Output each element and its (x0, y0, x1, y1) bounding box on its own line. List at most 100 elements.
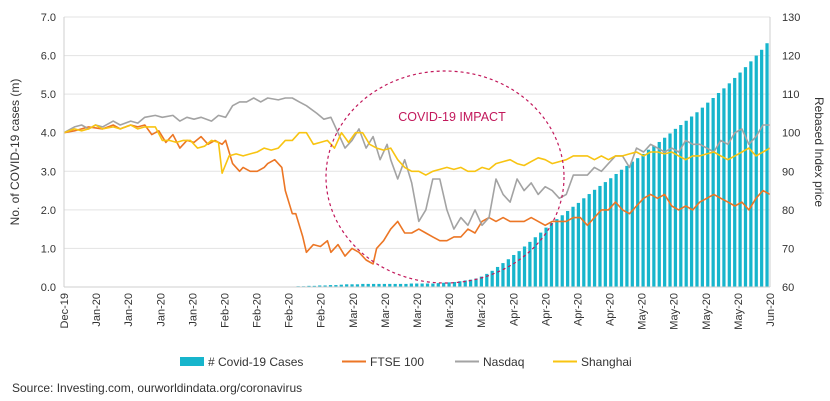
legend-label: Nasdaq (483, 355, 524, 369)
left-tick-label: 5.0 (41, 89, 56, 101)
covid-bar (366, 283, 370, 287)
covid-bar (765, 43, 769, 287)
covid-bar (377, 283, 381, 287)
covid-bar (409, 283, 413, 287)
covid-bar (576, 202, 581, 287)
right-tick-label: 130 (782, 12, 800, 24)
covid-bar (630, 161, 634, 287)
x-tick-label: Feb-20 (219, 293, 231, 328)
covid-bar (571, 206, 575, 287)
x-tick-label: Feb-20 (284, 293, 296, 328)
covid-bar (722, 88, 726, 287)
right-tick-label: 110 (782, 89, 800, 101)
covid-bar (560, 215, 564, 287)
x-tick-label: Jan-20 (91, 293, 103, 327)
left-tick-label: 0.0 (41, 282, 56, 294)
covid-bar (652, 145, 656, 287)
right-axis-title: Rebased Index price (812, 97, 826, 207)
covid-bar (522, 246, 527, 287)
covid-bar (549, 222, 554, 287)
covid-bar (609, 178, 613, 287)
covid-bar (345, 284, 349, 287)
legend-label: # Covid-19 Cases (208, 355, 303, 369)
covid-bar (657, 141, 661, 287)
left-tick-label: 1.0 (41, 243, 56, 255)
covid-bar (684, 120, 688, 287)
x-tick-label: Jan-20 (123, 293, 135, 327)
x-tick-label: Apr-20 (508, 293, 520, 326)
covid-bar (706, 102, 710, 287)
x-tick-label: Mar-20 (444, 293, 456, 328)
covid-bar (544, 227, 548, 287)
x-tick-label: May-20 (701, 293, 713, 330)
annotation-group: COVID-19 IMPACT (325, 70, 565, 284)
covid-bar (474, 278, 478, 287)
covid-bar (382, 283, 387, 287)
x-tick-label: May-20 (669, 293, 681, 330)
covid-bar (350, 284, 354, 287)
x-tick-label: Jun-20 (765, 293, 777, 327)
covid-bar (566, 211, 570, 287)
covid-bar (727, 83, 731, 287)
covid-bar (711, 98, 715, 287)
series-line-nasdaq (63, 97, 770, 230)
covid-bar (398, 283, 403, 287)
covid-bar (517, 251, 521, 287)
covid-bar (641, 153, 645, 287)
legend: # Covid-19 Cases FTSE 100 Nasdaq Shanghai (180, 355, 632, 369)
right-tick-label: 100 (782, 128, 800, 140)
covid-impact-label: COVID-19 IMPACT (398, 110, 506, 124)
x-tick-label: Dec-19 (59, 293, 71, 328)
covid-bar (663, 137, 667, 287)
covid-bar (339, 284, 343, 287)
covid-bar (355, 284, 360, 287)
covid-bar (668, 133, 672, 287)
covid-bar (614, 173, 618, 287)
covid-bar (318, 285, 322, 287)
x-tick-label: Mar-20 (412, 293, 424, 328)
left-tick-label: 6.0 (41, 51, 56, 63)
covid-bar (361, 283, 365, 287)
right-tick-label: 80 (782, 205, 794, 217)
covid-bar (619, 169, 624, 287)
index-lines (63, 97, 771, 265)
covid-bar (393, 283, 397, 287)
left-tick-label: 4.0 (41, 128, 56, 140)
covid-bar (733, 77, 737, 287)
covid-bar (307, 285, 311, 287)
right-tick-label: 60 (782, 282, 794, 294)
covid-bar (328, 285, 333, 287)
covid-bar (485, 273, 489, 287)
x-tick-label: May-20 (637, 293, 649, 330)
legend-label: FTSE 100 (370, 355, 424, 369)
covid-bar (716, 92, 721, 287)
covid-bars (64, 43, 769, 288)
covid-bar (598, 185, 602, 287)
covid-bar (528, 241, 532, 287)
covid-bar (323, 285, 327, 287)
covid-bar (646, 149, 651, 287)
covid-bar (512, 254, 516, 287)
x-tick-label: Jan-20 (155, 293, 167, 327)
left-tick-label: 3.0 (41, 166, 56, 178)
x-tick-label: Mar-20 (380, 293, 392, 328)
covid-bar (436, 283, 440, 287)
series-line-ftse-100 (63, 124, 771, 265)
covid-bar (490, 270, 494, 287)
covid-bar (415, 283, 419, 287)
covid-bar (743, 67, 748, 288)
source-note: Source: Investing.com, ourworldindata.or… (12, 381, 303, 395)
covid-bar (533, 237, 537, 287)
covid-bar (447, 282, 451, 287)
covid-bar (479, 276, 484, 287)
x-tick-label: Jan-20 (187, 293, 199, 327)
right-tick-label: 70 (782, 243, 794, 255)
x-tick-label: Apr-20 (605, 293, 617, 326)
covid-bar (388, 283, 392, 287)
covid-bar (695, 112, 699, 288)
covid-bar (420, 283, 424, 287)
covid-bar (458, 281, 462, 287)
covid-bar (760, 49, 764, 288)
